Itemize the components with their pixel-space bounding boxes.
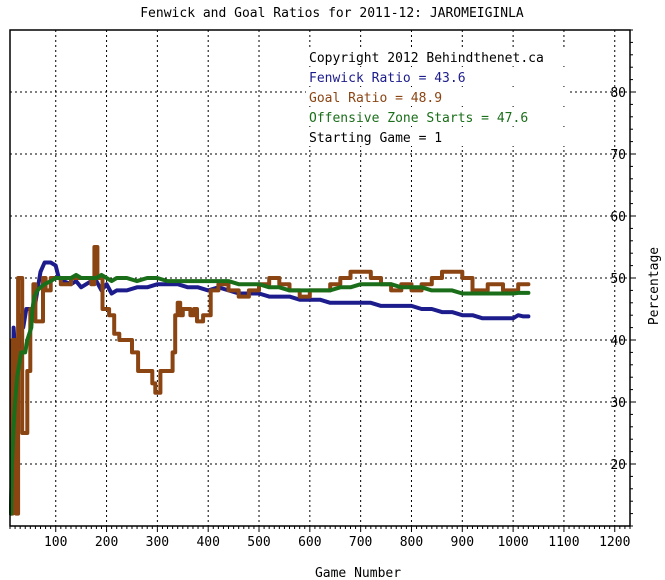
y-tick-label: 20 [610, 458, 626, 473]
legend-entry-background [306, 108, 568, 126]
series-group [9, 245, 531, 516]
x-tick-label: 400 [196, 535, 219, 550]
y-tick-label: 60 [610, 210, 626, 225]
x-tick-label: 700 [349, 535, 372, 550]
y-tick-label: 80 [610, 86, 626, 101]
y-axis-label: Percentage [647, 247, 662, 325]
x-tick-label: 100 [44, 535, 67, 550]
legend-entry-background [306, 128, 568, 146]
x-tick-label: 200 [95, 535, 118, 550]
x-tick-label: 600 [298, 535, 321, 550]
axes: 100 200 300 400 500 600 700 800 900 1000 1100 1200 2… [9, 29, 636, 550]
legend-entry-background [306, 48, 568, 66]
y-tick-label: 50 [610, 272, 626, 287]
series-line-fenwick-ratio [9, 260, 531, 516]
x-axis-label: Game Number [315, 566, 401, 580]
x-tick-label: 1100 [548, 535, 579, 550]
x-tick-label: 300 [146, 535, 169, 550]
y-tick-label: 40 [610, 334, 626, 349]
legend: Copyright 2012 Behindthenet.ca Fenwick Ra… [306, 48, 568, 146]
legend-entry: Fenwick Ratio = 43.6 [309, 71, 466, 86]
y-tick-label: 70 [610, 148, 626, 163]
x-tick-label: 800 [400, 535, 423, 550]
x-tick-label: 500 [247, 535, 270, 550]
legend-entry: Offensive Zone Starts = 47.6 [309, 111, 528, 126]
series-line-offensive-zone-starts [9, 272, 531, 516]
legend-entry-background [306, 68, 568, 86]
legend-entry: Starting Game = 1 [309, 131, 442, 146]
x-tick-label: 1000 [497, 535, 528, 550]
x-tick-label: 1200 [599, 535, 630, 550]
series-line-goal-ratio [9, 245, 531, 516]
x-tick-label: 900 [451, 535, 474, 550]
y-tick-label: 30 [610, 396, 626, 411]
chart-title: Fenwick and Goal Ratios for 2011-12: JAR… [140, 6, 524, 21]
legend-entry: Copyright 2012 Behindthenet.ca [309, 51, 544, 66]
legend-entry-background [306, 88, 568, 106]
legend-entry: Goal Ratio = 48.9 [309, 91, 442, 106]
